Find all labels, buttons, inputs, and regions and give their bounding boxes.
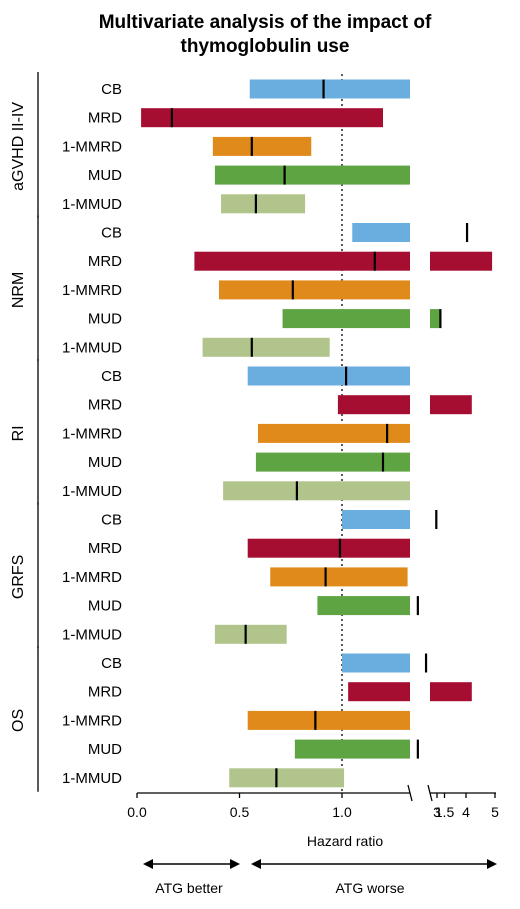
ci-bar-break xyxy=(430,682,472,702)
ci-bar xyxy=(214,624,287,644)
direction-arrows xyxy=(143,859,497,869)
ci-bar xyxy=(221,194,306,214)
row-label: MRD xyxy=(88,397,122,414)
row-label: CB xyxy=(101,225,122,242)
row-labels: CB MRD 1-MMRD MUD 1-MMUD aGVHD II-IV CB MRD 1-MM… xyxy=(10,72,122,792)
ci-bar xyxy=(337,395,410,415)
x-tick-label: 0.0 xyxy=(127,804,147,820)
row-label: MRD xyxy=(88,684,122,701)
group-label: aGVHD II-IV xyxy=(10,102,27,191)
atg-worse-label: ATG worse xyxy=(336,880,405,896)
row-label: MUD xyxy=(88,741,122,758)
group-label: NRM xyxy=(10,272,27,308)
x-tick-label: 3 xyxy=(433,804,441,820)
ci-bar xyxy=(294,739,410,759)
row-label: MRD xyxy=(88,540,122,557)
ci-bar xyxy=(141,108,383,128)
ci-bar xyxy=(223,481,410,501)
row-label: MUD xyxy=(88,167,122,184)
ci-bar xyxy=(214,165,410,185)
ci-bar xyxy=(352,223,410,242)
ci-bar xyxy=(348,682,410,702)
ci-bar xyxy=(257,423,410,443)
atg-better-label: ATG better xyxy=(155,880,223,896)
group-label: GRFS xyxy=(10,555,27,599)
row-label: 1-MMUD xyxy=(62,626,122,643)
ci-bar-break xyxy=(430,395,472,415)
x-tick-label: 0.5 xyxy=(230,804,250,820)
confidence-bars xyxy=(141,79,493,788)
row-label: MRD xyxy=(88,110,122,127)
x-axis-label: Hazard ratio xyxy=(307,833,383,849)
ci-bar xyxy=(212,136,312,156)
row-label: 1-MMRD xyxy=(62,712,122,729)
row-label: 1-MMRD xyxy=(62,138,122,155)
axis-break-mark xyxy=(427,784,433,802)
row-label: 1-MMUD xyxy=(62,483,122,500)
ci-bar xyxy=(194,251,410,271)
row-label: 1-MMUD xyxy=(62,770,122,787)
x-tick-label: 5 xyxy=(491,804,499,820)
ci-bar xyxy=(247,366,410,386)
chart-title-line-1: Multivariate analysis of the impact of xyxy=(99,12,432,33)
x-tick-label: 1.0 xyxy=(332,804,352,820)
row-label: MRD xyxy=(88,253,122,270)
ci-bar xyxy=(249,79,410,99)
ci-bar xyxy=(282,309,410,329)
ci-bar xyxy=(247,538,410,558)
row-label: CB xyxy=(101,368,122,385)
x-tick-label: 1.5 xyxy=(435,804,455,820)
ci-bar xyxy=(342,653,410,673)
row-label: 1-MMUD xyxy=(62,339,122,356)
ci-bar xyxy=(219,280,410,300)
axis-break-mark xyxy=(407,784,413,802)
row-label: CB xyxy=(101,81,122,98)
ci-bar xyxy=(317,596,410,616)
ci-bar xyxy=(229,768,345,788)
row-label: 1-MMUD xyxy=(62,196,122,213)
group-label: RI xyxy=(10,425,27,441)
ci-bar xyxy=(247,710,410,730)
row-label: 1-MMRD xyxy=(62,425,122,442)
row-label: CB xyxy=(101,512,122,529)
ci-bar xyxy=(255,452,410,472)
ci-bar-break xyxy=(430,251,493,271)
ci-bar xyxy=(270,567,408,587)
x-tick-label: 4 xyxy=(462,804,470,820)
chart-title-line-2: thymoglobulin use xyxy=(181,36,350,57)
row-label: MUD xyxy=(88,598,122,615)
ci-bar xyxy=(202,337,330,357)
row-label: MUD xyxy=(88,454,122,471)
group-label: OS xyxy=(10,709,27,732)
row-label: 1-MMRD xyxy=(62,569,122,586)
ci-bar-break xyxy=(430,309,440,329)
ci-bar xyxy=(342,510,410,529)
row-label: MUD xyxy=(88,311,122,328)
row-label: CB xyxy=(101,655,122,672)
row-label: 1-MMRD xyxy=(62,282,122,299)
